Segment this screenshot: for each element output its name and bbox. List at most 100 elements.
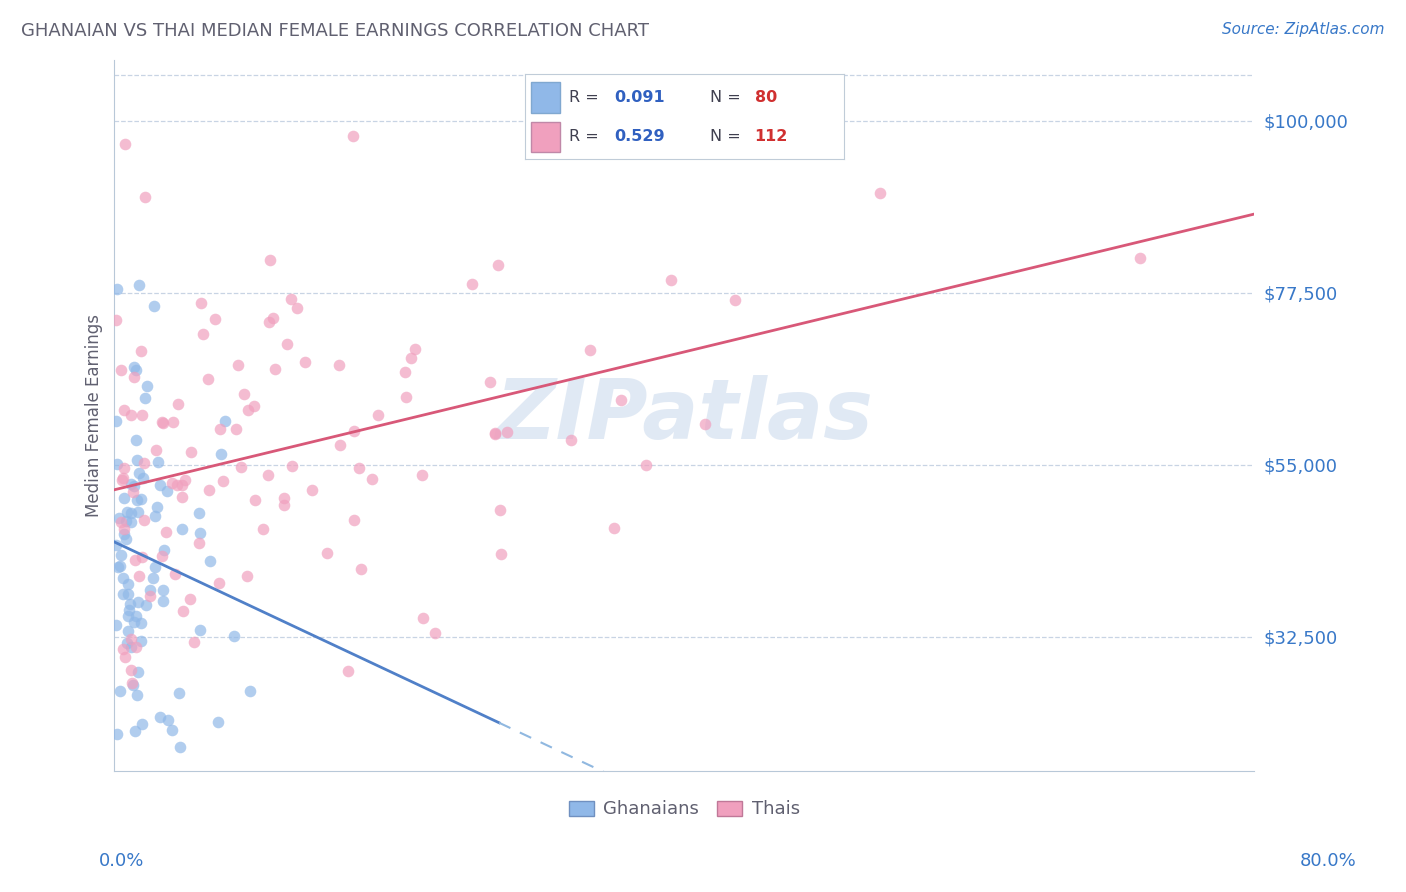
Point — [152, 593, 174, 607]
Point — [172, 604, 194, 618]
Point — [603, 521, 626, 535]
Point — [489, 547, 512, 561]
Point — [479, 375, 502, 389]
Point — [262, 310, 284, 325]
Point — [143, 560, 166, 574]
Point — [111, 571, 134, 585]
Point — [153, 542, 176, 557]
Point — [294, 355, 316, 369]
Point — [127, 505, 149, 519]
Point — [139, 582, 162, 597]
Point — [108, 511, 131, 525]
Point — [132, 471, 155, 485]
Point — [343, 514, 366, 528]
Point — [225, 422, 247, 436]
Point — [336, 665, 359, 679]
Point — [134, 513, 156, 527]
Point — [146, 500, 169, 515]
Point — [411, 467, 433, 482]
Point — [120, 516, 142, 530]
Point — [316, 546, 339, 560]
Point — [659, 273, 682, 287]
Point — [461, 277, 484, 291]
Y-axis label: Median Female Earnings: Median Female Earnings — [86, 314, 103, 516]
Point — [125, 608, 148, 623]
Point — [190, 295, 212, 310]
Point — [112, 522, 135, 536]
Point — [204, 311, 226, 326]
Point — [208, 576, 231, 591]
Point — [496, 425, 519, 439]
Point — [120, 632, 142, 647]
Point — [276, 336, 298, 351]
Point — [349, 562, 371, 576]
Point — [173, 473, 195, 487]
Point — [135, 598, 157, 612]
Point — [131, 717, 153, 731]
Point — [242, 399, 264, 413]
Point — [114, 136, 136, 151]
Point — [212, 475, 235, 489]
Point — [198, 554, 221, 568]
Point — [425, 625, 447, 640]
Point — [695, 417, 717, 431]
Point — [127, 665, 149, 679]
Text: ZIPatlas: ZIPatlas — [495, 375, 873, 456]
Point — [484, 426, 506, 441]
Point — [167, 397, 190, 411]
Point — [187, 536, 209, 550]
Point — [394, 365, 416, 379]
Point — [111, 473, 134, 487]
Point — [125, 362, 148, 376]
Point — [128, 467, 150, 481]
Point — [236, 568, 259, 582]
Point — [131, 408, 153, 422]
Point — [157, 713, 180, 727]
Point — [610, 392, 633, 407]
Point — [120, 408, 142, 422]
Point — [136, 379, 159, 393]
Point — [193, 327, 215, 342]
Point — [125, 452, 148, 467]
Point — [120, 506, 142, 520]
Point — [120, 663, 142, 677]
Point — [484, 427, 506, 442]
Point — [121, 675, 143, 690]
Point — [122, 478, 145, 492]
Point — [107, 559, 129, 574]
Point — [162, 415, 184, 429]
Point — [122, 485, 145, 500]
Point — [152, 582, 174, 597]
Point — [328, 358, 350, 372]
Text: 80.0%: 80.0% — [1301, 852, 1357, 870]
Point — [231, 459, 253, 474]
Point — [139, 589, 162, 603]
Point — [824, 91, 846, 105]
Point — [169, 739, 191, 754]
Point — [122, 678, 145, 692]
Point — [172, 477, 194, 491]
Point — [281, 459, 304, 474]
Point — [120, 640, 142, 654]
Point — [134, 391, 156, 405]
Point — [1129, 252, 1152, 266]
Point — [280, 292, 302, 306]
Point — [110, 363, 132, 377]
Point — [236, 402, 259, 417]
Point — [162, 723, 184, 738]
Point — [105, 282, 128, 296]
Point — [105, 726, 128, 740]
Point — [252, 522, 274, 536]
Point — [360, 472, 382, 486]
Point — [172, 490, 194, 504]
Point — [167, 685, 190, 699]
Point — [209, 422, 232, 436]
Point — [329, 437, 352, 451]
Point — [180, 444, 202, 458]
Point — [134, 190, 156, 204]
Point — [117, 624, 139, 639]
Point — [179, 592, 201, 607]
Point — [118, 597, 141, 611]
Point — [162, 475, 184, 490]
Point — [114, 402, 136, 417]
